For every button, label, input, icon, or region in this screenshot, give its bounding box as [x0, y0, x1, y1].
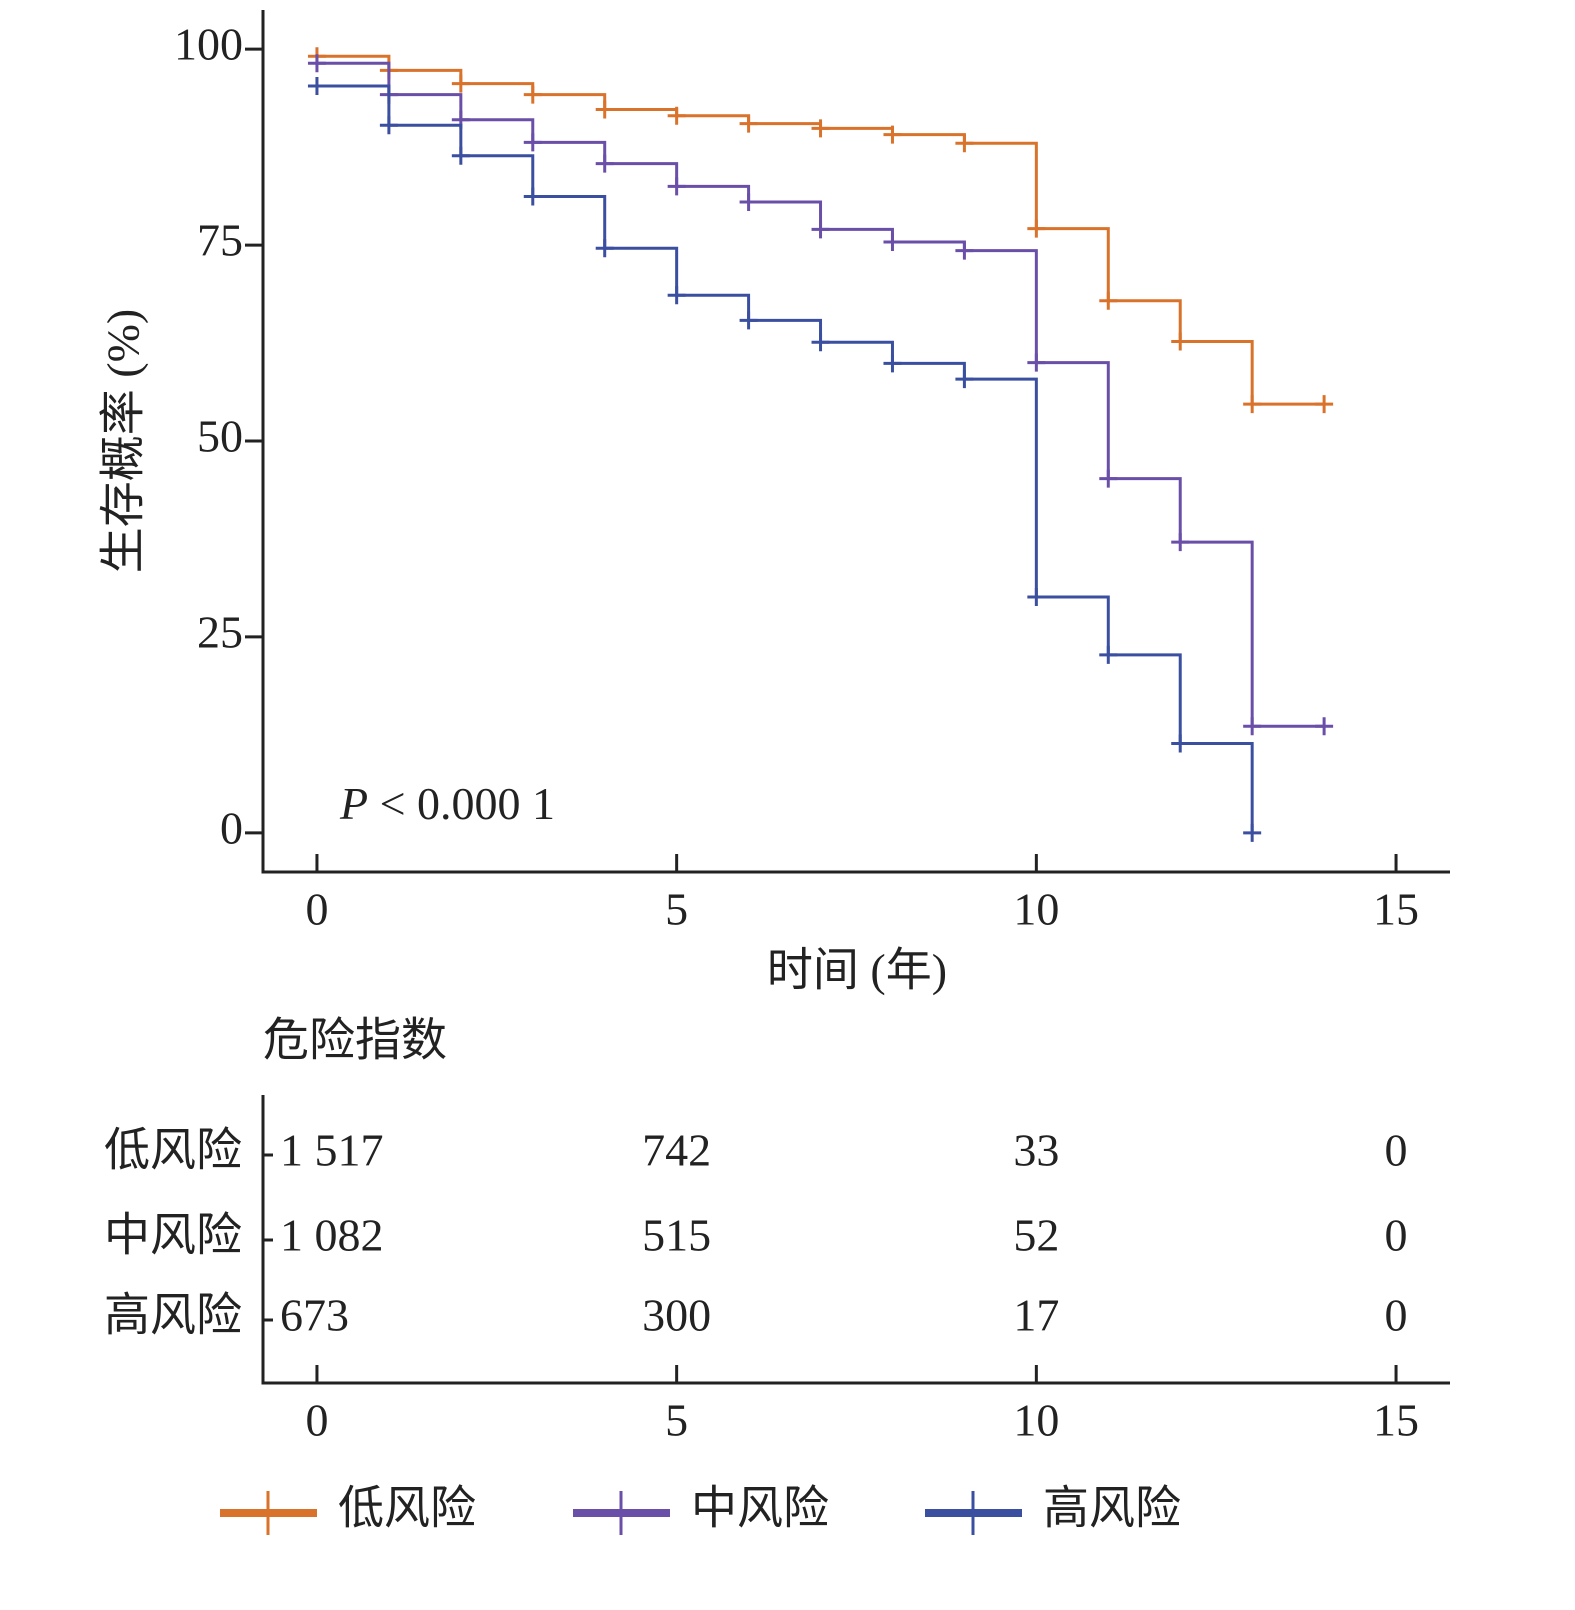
y-tick-label: 0: [220, 802, 243, 853]
censor-mark: [1099, 469, 1118, 488]
risk-count: 33: [1013, 1125, 1059, 1176]
x-tick-label: 15: [1373, 884, 1419, 935]
censor-mark: [307, 54, 326, 73]
censor-mark: [523, 187, 542, 206]
censor-mark: [451, 146, 470, 165]
censor-mark: [667, 286, 686, 305]
censor-mark: [811, 333, 830, 352]
censor-mark: [1027, 219, 1046, 238]
censor-mark: [1171, 332, 1190, 351]
censor-mark: [1243, 395, 1262, 414]
risk-count: 17: [1013, 1290, 1059, 1341]
censor-mark: [667, 106, 686, 125]
axes: [261, 10, 1450, 874]
censor-mark: [739, 311, 758, 330]
censor-mark: [599, 1491, 643, 1535]
censor-mark: [379, 116, 398, 135]
censor-mark: [739, 192, 758, 211]
censor-mark: [1243, 823, 1262, 842]
risk-row-name: 中风险: [104, 1210, 242, 1261]
censor-mark: [955, 370, 974, 389]
survival-line: [316, 61, 1325, 728]
risk-count: 0: [1385, 1125, 1408, 1176]
censor-mark: [595, 239, 614, 258]
risk-count: 0: [1385, 1210, 1408, 1261]
risk-count: 1 082: [280, 1210, 384, 1261]
y-axis-label: 生存概率 (%): [98, 309, 149, 573]
table-x-tick-label: 10: [1013, 1395, 1059, 1446]
censor-mark: [883, 354, 902, 373]
censor-mark: [595, 100, 614, 119]
table-x-tick-label: 5: [665, 1395, 688, 1446]
risk-table-title: 危险指数: [263, 1015, 447, 1066]
risk-count: 52: [1013, 1210, 1059, 1261]
censor-mark: [883, 232, 902, 251]
x-tick-label: 5: [665, 884, 688, 935]
censor-mark: [523, 85, 542, 104]
risk-row-name: 高风险: [104, 1290, 242, 1341]
censor-mark: [595, 154, 614, 173]
censor-mark: [246, 1491, 290, 1535]
legend-label: 低风险: [338, 1483, 476, 1534]
y-tick-label: 25: [197, 606, 243, 657]
censor-mark: [307, 77, 326, 96]
y-tick-label: 100: [174, 19, 243, 70]
survival-line: [316, 84, 1254, 833]
censor-mark: [811, 220, 830, 239]
risk-count: 0: [1385, 1290, 1408, 1341]
p-symbol: P: [339, 778, 368, 829]
risk-count: 515: [642, 1210, 711, 1261]
risk-count: 742: [642, 1125, 711, 1176]
x-tick-label: 10: [1013, 884, 1059, 935]
table-x-tick-label: 15: [1373, 1395, 1419, 1446]
table-x-tick-label: 0: [305, 1395, 328, 1446]
x-tick-label: 0: [305, 884, 328, 935]
censor-mark: [1027, 587, 1046, 606]
risk-count: 1 517: [280, 1125, 384, 1176]
censor-mark: [1099, 645, 1118, 664]
censor-mark: [955, 241, 974, 260]
censor-mark: [1171, 734, 1190, 753]
p-value: < 0.000 1: [380, 778, 555, 829]
risk-count: 673: [280, 1290, 349, 1341]
censor-mark: [1243, 717, 1262, 736]
risk-row-name: 低风险: [104, 1125, 242, 1176]
censor-mark: [1315, 395, 1334, 414]
censor-mark: [951, 1491, 995, 1535]
censor-mark: [451, 74, 470, 93]
censor-mark: [523, 133, 542, 152]
censor-mark: [667, 177, 686, 196]
annotation: P < 0.000 1: [339, 778, 555, 829]
censor-mark: [1315, 717, 1334, 736]
censor-mark: [739, 114, 758, 133]
legend-label: 高风险: [1043, 1483, 1181, 1534]
censor-mark: [811, 119, 830, 138]
censor-mark: [1027, 353, 1046, 372]
censor-mark: [883, 125, 902, 144]
censor-mark: [955, 134, 974, 153]
risk-count: 300: [642, 1290, 711, 1341]
censor-mark: [1171, 533, 1190, 552]
y-tick-label: 75: [197, 215, 243, 266]
censor-mark: [1099, 291, 1118, 310]
x-axis-label: 时间 (年): [767, 945, 947, 996]
legend-label: 中风险: [691, 1483, 829, 1534]
table-axes: [261, 1095, 1450, 1385]
y-tick-label: 50: [197, 411, 243, 462]
